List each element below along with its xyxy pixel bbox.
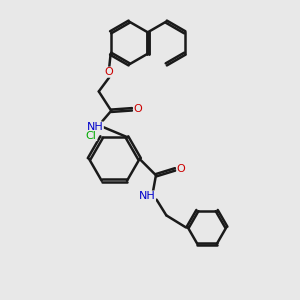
Text: O: O (134, 104, 142, 114)
Text: O: O (105, 67, 114, 77)
Text: NH: NH (139, 191, 155, 201)
Text: NH: NH (86, 122, 103, 132)
Text: Cl: Cl (86, 130, 97, 141)
Text: O: O (177, 164, 186, 174)
